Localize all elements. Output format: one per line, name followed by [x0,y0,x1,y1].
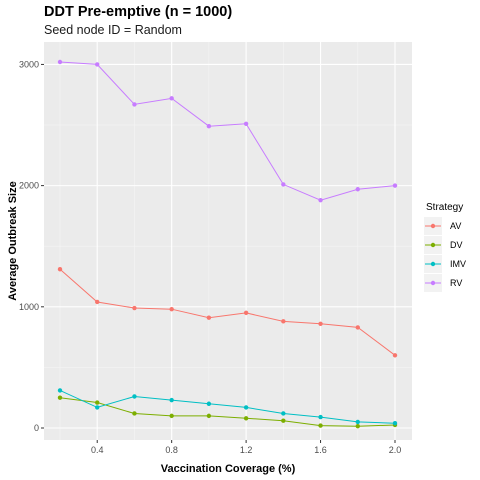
data-point-rv [132,102,137,107]
data-point-av [95,299,100,305]
data-point-rv [57,59,63,65]
data-point-rv [281,182,286,187]
data-point-imv [281,411,286,416]
data-point-av [132,305,137,311]
series-line-av [59,268,396,356]
legend-key-point [430,242,436,248]
data-point-av [281,319,286,324]
legend-label-av: AV [450,221,461,231]
data-point-dv [57,395,63,400]
x-tick-label: 1.6 [314,445,327,455]
data-point-dv [95,400,100,405]
data-point-rv [169,96,174,101]
axes-group: 0.4 0.8 1.2 1.6 2.0 0 1000 2000 3000 [19,59,401,455]
data-point-rv [355,187,360,192]
grid-lines [44,42,412,440]
legend-title: Strategy [426,202,463,213]
x-tick-label: 1.2 [240,445,253,455]
y-tick-label: 3000 [19,59,39,69]
data-point-av [57,267,63,272]
data-point-av [318,321,323,326]
data-point-dv [318,423,323,428]
data-point-dv [206,413,212,419]
series-line-dv [59,397,396,427]
legend-key-point [430,280,436,286]
data-point-dv [243,416,249,421]
data-point-imv [392,420,398,426]
legend-key-point [430,223,436,229]
legend-label-imv: IMV [450,259,466,269]
data-point-imv [318,414,323,420]
data-point-imv [169,397,174,403]
x-axis-title: Vaccination Coverage (%) [161,463,296,475]
data-point-rv [392,183,398,188]
x-tick-label: 0.4 [91,445,104,455]
data-point-av [243,310,249,316]
data-point-dv [355,423,360,429]
data-point-rv [206,124,212,129]
data-point-imv [355,419,360,425]
data-point-imv [243,405,249,410]
data-point-rv [243,121,249,127]
y-axis-title: Average Outbreak Size [7,181,19,300]
x-tick-label: 2.0 [389,445,402,455]
data-point-rv [95,62,100,67]
legend-label-rv: RV [450,278,462,288]
y-tick-label: 1000 [19,302,39,312]
data-point-av [206,315,212,320]
data-point-av [392,353,398,358]
data-point-imv [57,388,63,393]
data-point-imv [206,401,212,406]
data-point-imv [95,405,100,410]
chart-title: DDT Pre-emptive (n = 1000) [44,4,233,20]
chart-subtitle: Seed node ID = Random [44,23,182,37]
series-line-imv [59,389,396,424]
y-tick-label: 2000 [19,181,39,191]
data-point-dv [132,411,137,416]
series-line-rv [59,61,396,201]
data-point-dv [281,418,286,423]
data-point-av [169,307,174,312]
data-point-imv [132,394,137,399]
plot-panel [44,42,412,440]
legend-key-point [430,261,436,267]
data-point-av [355,325,360,330]
series-group [57,59,398,429]
legend-label-dv: DV [450,240,463,250]
data-point-rv [318,197,323,203]
legend: Strategy AV DV IMV RV [424,202,466,292]
y-tick-label: 0 [34,423,39,433]
x-tick-label: 0.8 [165,445,178,455]
data-point-dv [169,413,174,419]
